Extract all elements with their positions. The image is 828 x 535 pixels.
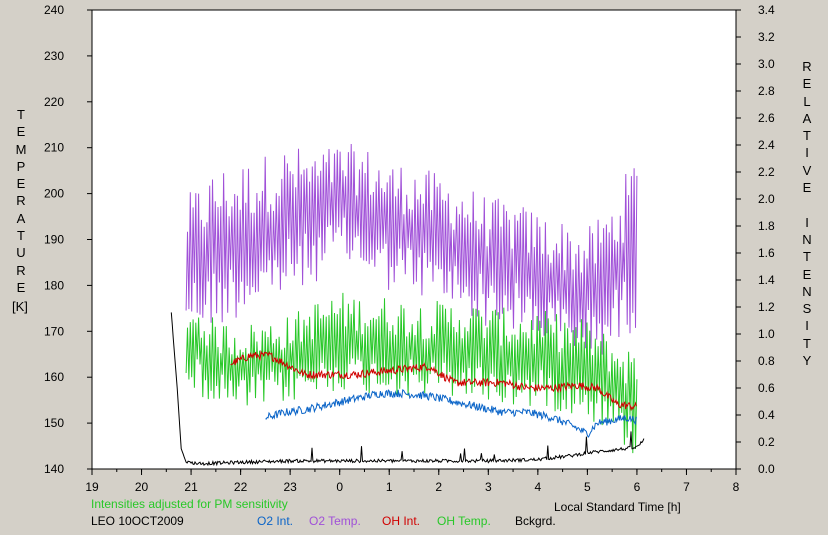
y-left-tick-label: 170 <box>44 324 64 338</box>
x-tick-label: 22 <box>234 480 248 494</box>
series-line-o2-temp <box>185 143 638 355</box>
x-axis-label: Local Standard Time [h] <box>554 500 681 514</box>
y-left-tick-label: 230 <box>44 49 64 63</box>
y-right-tick-label: 3.2 <box>758 30 775 44</box>
y-left-tick-label: 220 <box>44 95 64 109</box>
x-tick-label: 6 <box>634 480 641 494</box>
x-tick-label: 20 <box>135 480 149 494</box>
x-tick-label: 5 <box>584 480 591 494</box>
y-right-tick-label: 1.8 <box>758 219 775 233</box>
y-right-tick-label: 0.8 <box>758 354 775 368</box>
y-left-tick-label: 210 <box>44 141 64 155</box>
y-right-tick-label: 2.2 <box>758 165 775 179</box>
x-tick-label: 23 <box>283 480 297 494</box>
x-tick-label: 4 <box>535 480 542 494</box>
y-left-tick-label: 140 <box>44 462 64 476</box>
series-line-o2-int <box>265 389 637 439</box>
y-right-tick-label: 0.6 <box>758 381 775 395</box>
note-text: Intensities adjusted for PM sensitivity <box>91 497 288 511</box>
station-date: LEO 10OCT2009 <box>91 514 184 528</box>
y-left-tick-label: 190 <box>44 233 64 247</box>
legend-oh-int: OH Int. <box>382 514 421 528</box>
y-right-tick-label: 3.4 <box>758 3 775 17</box>
x-tick-label: 0 <box>336 480 343 494</box>
x-tick-label: 1 <box>386 480 393 494</box>
legend-oh-temp: OH Temp. <box>437 514 491 528</box>
x-tick-label: 19 <box>85 480 99 494</box>
x-tick-label: 21 <box>184 480 198 494</box>
y-right-tick-label: 1.2 <box>758 300 775 314</box>
x-tick-label: 2 <box>435 480 442 494</box>
y-left-tick-label: 160 <box>44 370 64 384</box>
y-left-tick-label: 150 <box>44 416 64 430</box>
series-line-bckgrd <box>170 312 645 467</box>
y-left-tick-label: 200 <box>44 187 64 201</box>
series-line-oh-int <box>230 349 637 412</box>
y-right-tick-label: 1.0 <box>758 327 775 341</box>
y-right-tick-label: 2.4 <box>758 138 775 152</box>
y-right-tick-label: 3.0 <box>758 57 775 71</box>
x-tick-label: 8 <box>733 480 740 494</box>
y-right-tick-label: 1.6 <box>758 246 775 260</box>
y-axis-left-unit: [K] <box>12 299 28 314</box>
y-right-tick-label: 0.4 <box>758 408 775 422</box>
y-left-tick-label: 240 <box>44 3 64 17</box>
y-right-tick-label: 0.2 <box>758 435 775 449</box>
tick-labels: 19 20 21 22 23 0 1 2 3 4 5 6 7 8140150160170180190200… <box>44 3 775 494</box>
y-right-tick-label: 2.0 <box>758 192 775 206</box>
series-layer <box>170 143 645 467</box>
legend-o2-int: O2 Int. <box>257 514 294 528</box>
legend-o2-temp: O2 Temp. <box>309 514 361 528</box>
y-right-tick-label: 2.6 <box>758 111 775 125</box>
legend-bckgrd: Bckgrd. <box>515 514 556 528</box>
y-right-tick-label: 2.8 <box>758 84 775 98</box>
series-line-oh-temp <box>185 292 638 454</box>
x-tick-label: 3 <box>485 480 492 494</box>
y-right-tick-label: 0.0 <box>758 462 775 476</box>
y-right-tick-label: 1.4 <box>758 273 775 287</box>
x-tick-label: 7 <box>683 480 690 494</box>
y-left-tick-label: 180 <box>44 278 64 292</box>
